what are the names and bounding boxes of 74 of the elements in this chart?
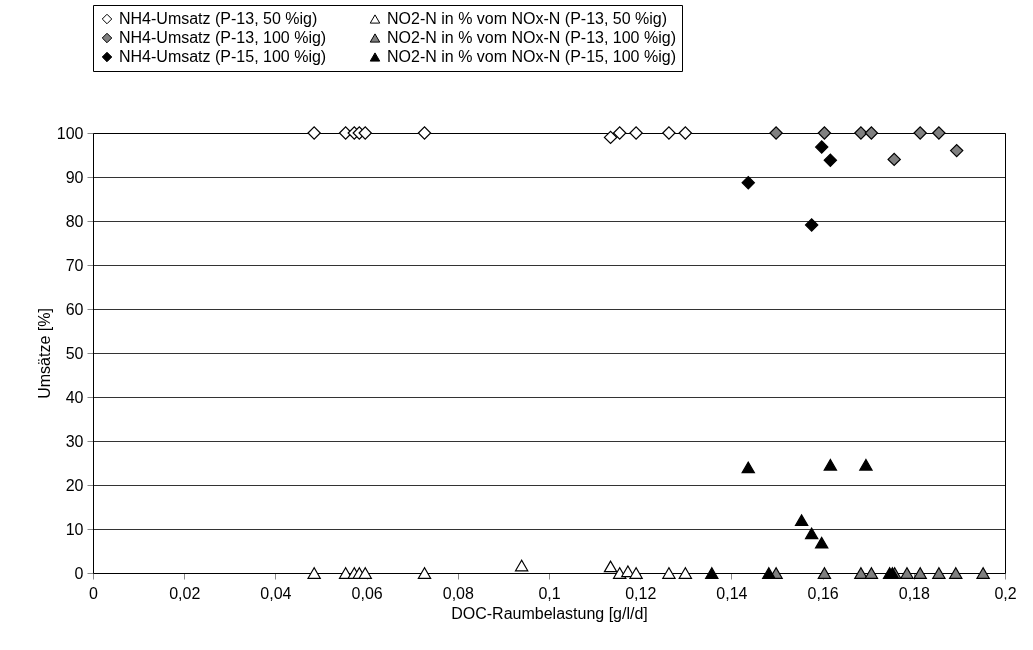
point xyxy=(900,567,914,579)
point xyxy=(913,126,927,140)
y-tick-label: 70 xyxy=(65,256,84,274)
x-tick-label: 0,18 xyxy=(898,584,930,602)
x-tick-label: 0,06 xyxy=(351,584,383,602)
y-axis-title: Umsätze [%] xyxy=(35,308,53,399)
point xyxy=(603,560,618,573)
legend-label: NO2-N in % vom NOx-N (P-15, 100 %ig) xyxy=(387,48,676,65)
point xyxy=(417,567,432,579)
y-tick-label: 10 xyxy=(65,520,84,538)
point xyxy=(817,126,832,140)
point xyxy=(804,218,819,232)
point xyxy=(662,567,676,579)
point xyxy=(823,458,838,471)
y-tick-label: 20 xyxy=(65,476,84,494)
legend-label: NO2-N in % vom NOx-N (P-13, 100 %ig) xyxy=(387,29,676,46)
y-tick-label: 90 xyxy=(65,168,84,186)
point xyxy=(976,567,990,579)
point xyxy=(932,567,946,579)
point xyxy=(358,567,372,579)
point xyxy=(854,567,868,579)
point xyxy=(603,130,618,145)
x-tick-label: 0,16 xyxy=(807,584,839,602)
point xyxy=(769,126,783,140)
point xyxy=(864,567,879,579)
point xyxy=(949,143,964,158)
y-tick-label: 40 xyxy=(65,388,84,406)
legend-label: NH4-Umsatz (P-13, 100 %ig) xyxy=(119,29,327,46)
point xyxy=(913,567,927,579)
x-tick-label: 0,04 xyxy=(260,584,292,602)
x-tick-label: 0,2 xyxy=(994,584,1017,602)
point xyxy=(814,140,829,154)
y-tick-label: 0 xyxy=(74,564,84,582)
point xyxy=(814,536,829,549)
x-tick-label: 0 xyxy=(89,584,99,602)
point xyxy=(762,567,776,579)
point xyxy=(629,567,643,579)
point xyxy=(307,567,321,579)
x-tick-label: 0,02 xyxy=(169,584,201,602)
x-tick-label: 0,12 xyxy=(625,584,657,602)
point xyxy=(662,126,676,140)
point xyxy=(859,458,873,471)
point xyxy=(741,461,755,474)
point xyxy=(612,126,627,140)
point xyxy=(678,567,693,579)
point xyxy=(417,126,432,140)
point xyxy=(949,567,963,579)
point xyxy=(823,153,838,167)
y-tick-label: 60 xyxy=(65,300,84,318)
x-tick-label: 0,08 xyxy=(442,584,474,602)
legend-label: NH4-Umsatz (P-13, 50 %ig) xyxy=(119,10,318,27)
x-axis-title: DOC-Raumbelastung [g/l/d] xyxy=(451,604,648,622)
legend-label: NO2-N in % vom NOx-N (P-13, 50 %ig) xyxy=(387,10,668,27)
point xyxy=(358,126,372,140)
point xyxy=(307,126,321,140)
point xyxy=(817,567,832,579)
point xyxy=(854,126,868,140)
y-tick-label: 80 xyxy=(65,212,84,230)
x-tick-label: 0,1 xyxy=(538,584,561,602)
y-tick-label: 100 xyxy=(56,124,84,142)
y-tick-label: 50 xyxy=(65,344,84,362)
y-tick-label: 30 xyxy=(65,432,84,450)
point xyxy=(794,514,809,527)
point xyxy=(864,126,879,140)
point xyxy=(804,527,819,540)
point xyxy=(678,126,693,140)
legend-label: NH4-Umsatz (P-15, 100 %ig) xyxy=(119,48,327,65)
point xyxy=(932,126,946,140)
point xyxy=(514,559,529,572)
x-tick-label: 0,14 xyxy=(716,584,748,602)
point xyxy=(705,567,719,579)
point xyxy=(887,152,901,167)
point xyxy=(629,126,643,140)
point xyxy=(741,176,755,190)
